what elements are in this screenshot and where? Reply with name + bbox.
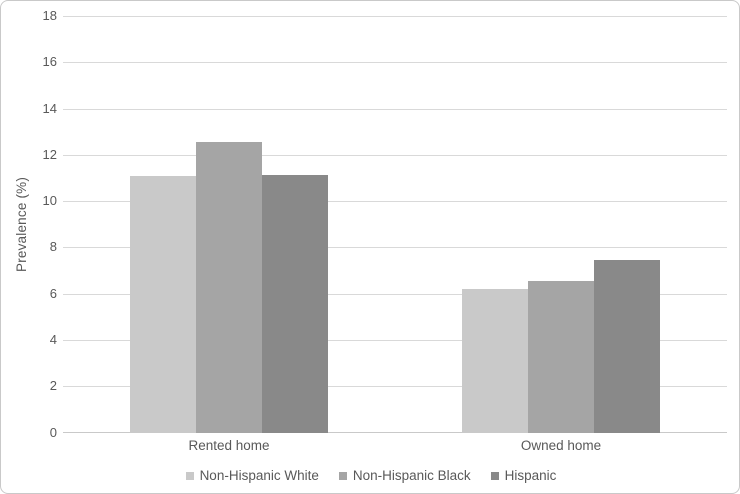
legend-marker-icon <box>338 471 347 480</box>
bar-owned-home-non-hispanic-black <box>528 280 594 433</box>
legend-item-hispanic: Hispanic <box>490 468 557 483</box>
legend-marker-icon <box>185 471 194 480</box>
legend-item-non-hispanic-white: Non-Hispanic White <box>185 468 319 483</box>
legend: Non-Hispanic White Non-Hispanic Black Hisp… <box>1 467 739 484</box>
bar-rented-home-hispanic <box>262 174 328 433</box>
y-tick-label-14: 14 <box>42 100 57 116</box>
legend-item-non-hispanic-black: Non-Hispanic Black <box>338 468 471 483</box>
gridline-4 <box>63 339 727 341</box>
gridline-8 <box>63 247 727 249</box>
plot-area <box>63 16 727 433</box>
x-axis-label-owned-home: Owned home <box>520 438 602 453</box>
y-tick-label-10: 10 <box>42 193 57 209</box>
y-tick-label-6: 6 <box>49 285 57 301</box>
x-axis-label-rented-home: Rented home <box>188 438 270 453</box>
legend-label: Non-Hispanic White <box>199 468 319 483</box>
legend-marker-icon <box>490 471 499 480</box>
gridline-12 <box>63 154 727 156</box>
y-tick-label-2: 2 <box>49 378 57 394</box>
bar-owned-home-hispanic <box>594 260 660 433</box>
bar-rented-home-non-hispanic-black <box>196 142 262 433</box>
y-tick-label-12: 12 <box>42 146 57 162</box>
gridline-14 <box>63 108 727 110</box>
gridline-16 <box>63 62 727 64</box>
y-axis-title: Prevalence (%) <box>14 176 29 273</box>
gridline-6 <box>63 293 727 295</box>
gridline-10 <box>63 201 727 203</box>
y-tick-label-8: 8 <box>49 239 57 255</box>
bar-owned-home-non-hispanic-white <box>462 289 528 433</box>
legend-label: Hispanic <box>504 468 557 483</box>
bar-rented-home-non-hispanic-white <box>130 175 196 433</box>
x-axis-line <box>63 431 727 433</box>
gridline-18 <box>63 16 727 17</box>
y-tick-label-16: 16 <box>42 54 57 70</box>
y-tick-label-4: 4 <box>49 331 57 347</box>
y-tick-label-18: 18 <box>42 8 57 23</box>
y-tick-label-0: 0 <box>49 424 57 440</box>
gridline-2 <box>63 386 727 388</box>
legend-label: Non-Hispanic Black <box>352 468 471 483</box>
